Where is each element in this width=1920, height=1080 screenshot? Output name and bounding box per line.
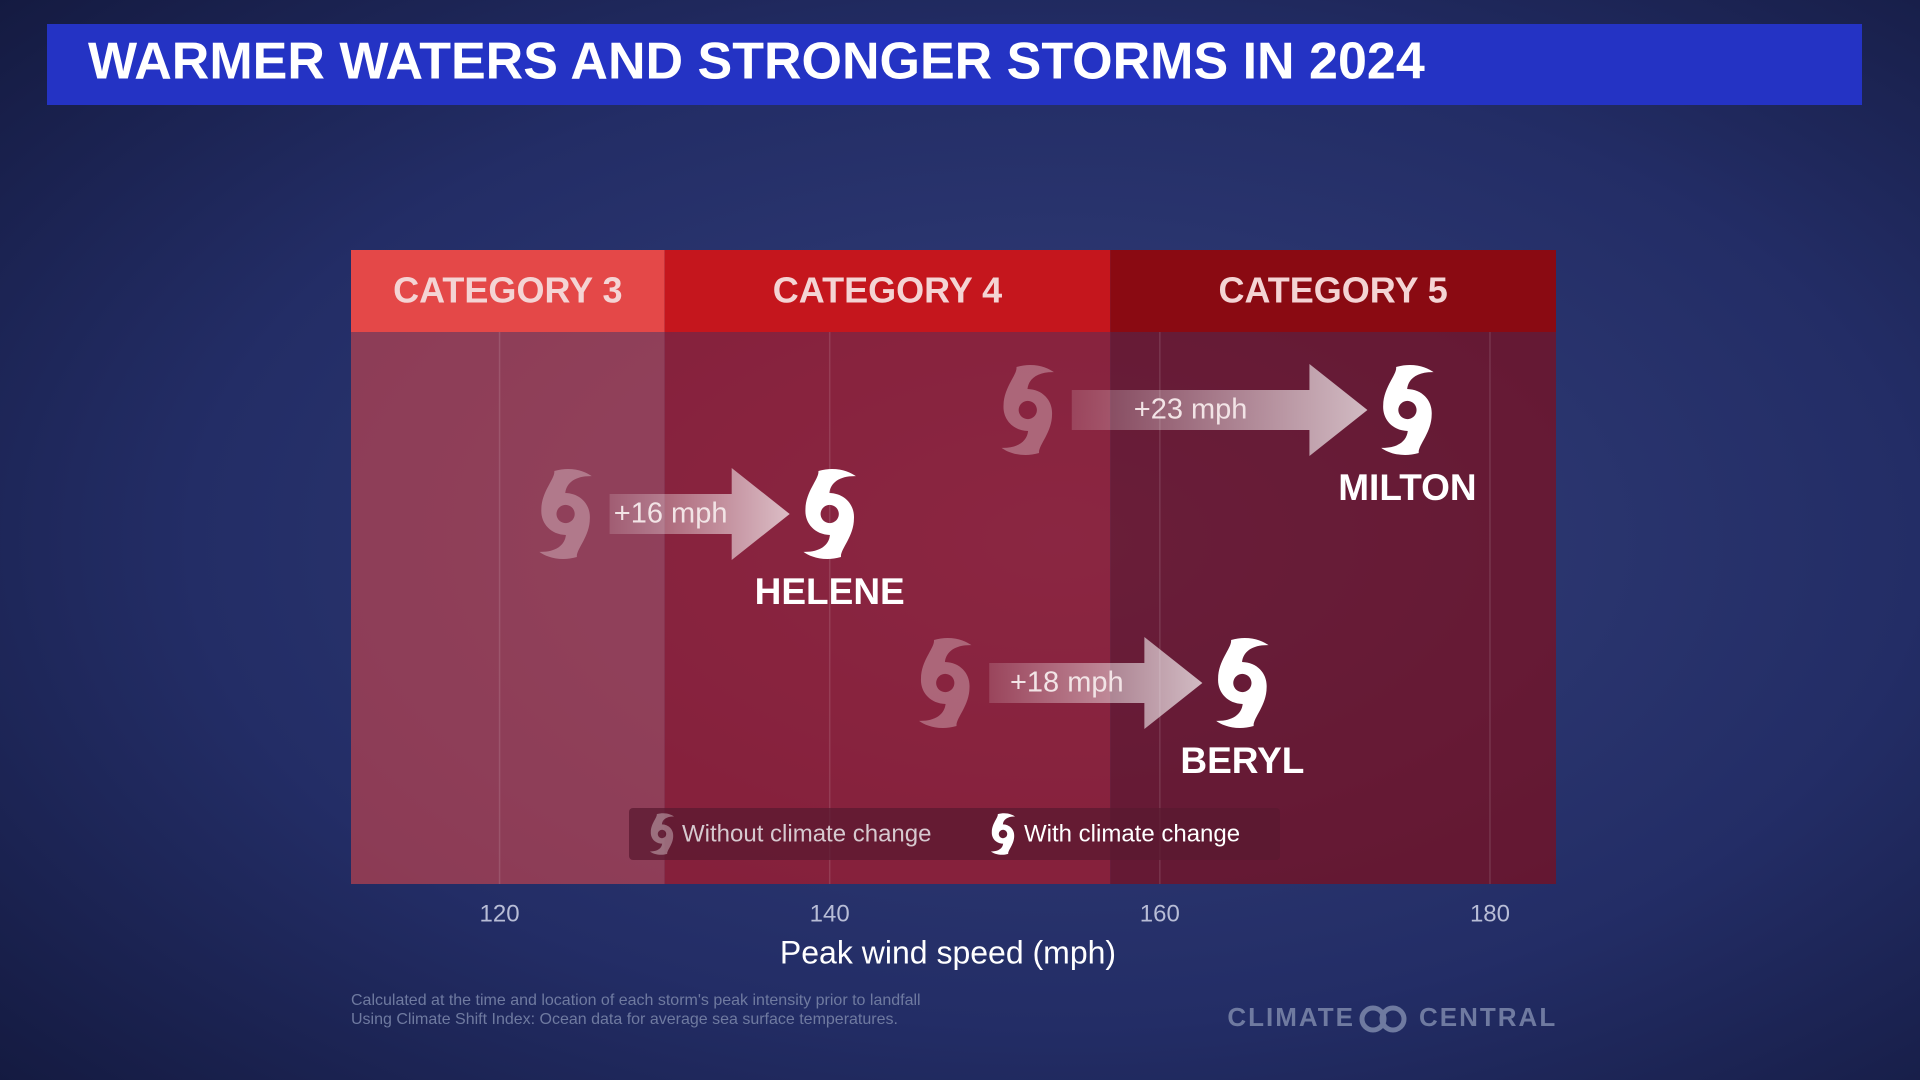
x-tick-label: 160 xyxy=(1140,900,1180,927)
category-label: CATEGORY 3 xyxy=(393,270,622,311)
logo-icon xyxy=(1379,1005,1407,1033)
x-tick-label: 180 xyxy=(1470,900,1510,927)
category-band xyxy=(351,332,665,884)
logo-word: CENTRAL xyxy=(1419,1002,1557,1032)
storm-icon-without xyxy=(919,637,972,729)
change-arrow xyxy=(609,468,790,560)
legend-box xyxy=(629,808,1280,860)
change-arrow xyxy=(1071,364,1368,456)
footnote: Using Climate Shift Index: Ocean data fo… xyxy=(351,1011,898,1028)
category-label: CATEGORY 5 xyxy=(1218,270,1447,311)
logo-word: CLIMATE xyxy=(1227,1002,1355,1032)
plot: CATEGORY 3 CATEGORY 4 CATEGORY 5 120 140 160 1… xyxy=(351,250,1556,927)
change-arrow xyxy=(989,637,1203,729)
storm-name: HELENE xyxy=(755,571,905,612)
category-label: CATEGORY 4 xyxy=(773,270,1002,311)
x-tick-label: 120 xyxy=(480,900,520,927)
change-label: +23 mph xyxy=(1134,394,1248,426)
storm-name: BERYL xyxy=(1180,740,1304,781)
storm-icon-without xyxy=(539,468,592,560)
legend-icon xyxy=(990,813,1016,855)
storm-name: MILTON xyxy=(1338,467,1476,508)
category-band xyxy=(664,332,1111,884)
category-header xyxy=(351,250,665,332)
legend-label: With climate change xyxy=(1024,820,1240,847)
category-header xyxy=(1110,250,1556,332)
change-label: +18 mph xyxy=(1010,667,1124,699)
storm-icon-with xyxy=(803,468,856,560)
x-axis-label: Peak wind speed (mph) xyxy=(780,934,1116,970)
chart-title: WARMER WATERS AND STRONGER STORMS IN 202… xyxy=(88,33,1425,91)
storm-icon-without xyxy=(1001,364,1054,456)
title-bar xyxy=(47,24,1862,105)
change-label: +16 mph xyxy=(614,498,728,530)
legend-icon xyxy=(649,813,675,855)
storm-icon-with xyxy=(1216,637,1269,729)
legend-label: Without climate change xyxy=(682,820,931,847)
storm-icon-with xyxy=(1381,364,1434,456)
x-tick-label: 140 xyxy=(810,900,850,927)
category-header xyxy=(664,250,1111,332)
footnote: Calculated at the time and location of e… xyxy=(351,992,921,1009)
